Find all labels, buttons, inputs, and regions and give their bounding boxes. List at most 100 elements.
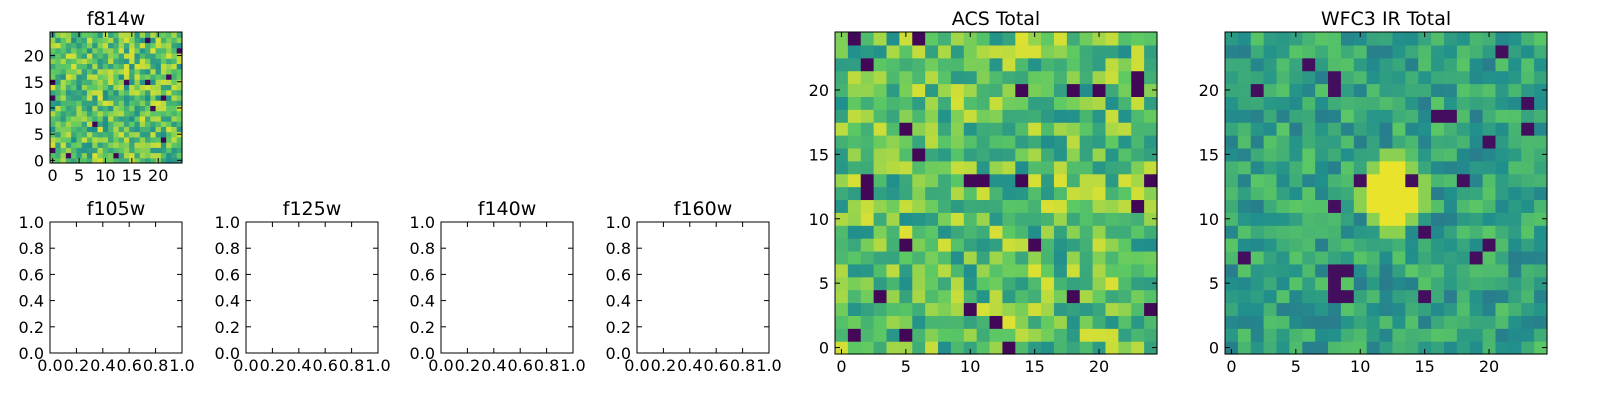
heatmap-cell bbox=[1053, 225, 1068, 239]
heatmap-cell bbox=[1144, 315, 1158, 329]
heatmap-cell bbox=[1002, 328, 1016, 342]
heatmap-cell bbox=[71, 89, 77, 96]
heatmap-cell bbox=[118, 63, 125, 70]
x-tick-label: 15 bbox=[122, 166, 142, 185]
heatmap-cell bbox=[129, 131, 136, 138]
heatmap-cell bbox=[912, 302, 926, 316]
y-tick-label: 1.0 bbox=[215, 213, 240, 232]
heatmap-cell bbox=[1002, 96, 1016, 110]
heatmap-cell bbox=[1263, 212, 1278, 226]
heatmap-cell bbox=[1053, 302, 1068, 316]
heatmap-cell bbox=[1353, 83, 1368, 97]
heatmap-cell bbox=[1225, 263, 1239, 278]
heatmap-cell bbox=[1418, 250, 1432, 265]
heatmap-cell bbox=[925, 199, 939, 213]
heatmap-cell bbox=[1105, 57, 1119, 72]
heatmap-cell bbox=[1289, 225, 1303, 239]
heatmap-cell bbox=[1418, 96, 1432, 110]
heatmap-cell bbox=[86, 58, 93, 65]
heatmap-cell bbox=[1144, 263, 1158, 278]
heatmap-cell bbox=[1002, 83, 1016, 97]
heatmap-cell bbox=[1237, 160, 1252, 175]
heatmap-cell bbox=[166, 152, 173, 159]
heatmap-cell bbox=[1118, 122, 1132, 136]
heatmap-cell bbox=[1508, 135, 1522, 149]
heatmap-cell bbox=[950, 173, 965, 188]
heatmap-cell bbox=[1534, 70, 1548, 85]
heatmap-cell bbox=[1263, 160, 1278, 175]
heatmap-cell bbox=[976, 147, 991, 162]
heatmap-cell bbox=[155, 126, 162, 133]
heatmap-cell bbox=[963, 83, 978, 97]
heatmap-cell bbox=[1379, 70, 1394, 85]
heatmap-cell bbox=[873, 276, 888, 291]
heatmap-cell bbox=[899, 199, 913, 213]
heatmap-cell bbox=[176, 142, 183, 148]
heatmap-cell bbox=[1340, 289, 1355, 304]
heatmap-cell bbox=[873, 341, 888, 355]
heatmap-cell bbox=[60, 110, 67, 117]
heatmap-cell bbox=[134, 52, 141, 59]
heatmap-cell bbox=[113, 100, 120, 106]
heatmap-cell bbox=[176, 121, 183, 127]
heatmap-cell bbox=[92, 131, 99, 138]
heatmap-cell bbox=[1534, 212, 1548, 226]
heatmap-cell bbox=[1431, 44, 1445, 59]
heatmap-cell bbox=[134, 63, 141, 70]
heatmap-cell bbox=[1041, 302, 1055, 316]
heatmap-cell bbox=[963, 315, 978, 329]
heatmap-cell bbox=[155, 37, 162, 44]
heatmap-cell bbox=[938, 315, 952, 329]
heatmap-cell bbox=[1276, 199, 1290, 213]
heatmap-cell bbox=[60, 68, 67, 75]
heatmap-cell bbox=[113, 131, 120, 138]
heatmap-cell bbox=[1092, 122, 1107, 136]
heatmap-cell bbox=[1469, 238, 1484, 252]
heatmap-cell bbox=[912, 212, 926, 226]
heatmap-cell bbox=[1079, 109, 1094, 123]
heatmap-cell bbox=[835, 199, 849, 213]
heatmap-cell bbox=[1469, 289, 1484, 304]
heatmap-cell bbox=[1353, 122, 1368, 136]
heatmap-cell bbox=[1041, 57, 1055, 72]
heatmap-cell bbox=[899, 225, 913, 239]
heatmap-cell bbox=[1521, 160, 1535, 175]
heatmap-cell bbox=[963, 238, 978, 252]
heatmap-cell bbox=[139, 58, 146, 65]
heatmap-cell bbox=[1002, 276, 1016, 291]
heatmap-cell bbox=[176, 73, 183, 80]
heatmap-cell bbox=[1237, 83, 1252, 97]
heatmap-cell bbox=[1469, 199, 1484, 213]
heatmap-cell bbox=[950, 57, 965, 72]
heatmap-cell bbox=[1250, 135, 1265, 149]
heatmap-cell bbox=[123, 42, 130, 49]
heatmap-cell bbox=[1144, 238, 1158, 252]
heatmap-cell bbox=[1431, 302, 1445, 316]
heatmap-cell bbox=[1366, 135, 1381, 149]
heatmap-cell bbox=[118, 47, 125, 54]
y-tick-label: 0.4 bbox=[215, 292, 240, 311]
heatmap-cell bbox=[155, 47, 162, 54]
heatmap-cell bbox=[1066, 328, 1081, 342]
heatmap-cell bbox=[150, 73, 157, 80]
heatmap-cell bbox=[171, 157, 178, 164]
heatmap-cell bbox=[1443, 44, 1458, 59]
heatmap-cell bbox=[1015, 96, 1029, 110]
heatmap-cell bbox=[1418, 147, 1432, 162]
heatmap-cell bbox=[1534, 122, 1548, 136]
heatmap-cell bbox=[1053, 341, 1068, 355]
heatmap-cell bbox=[1353, 341, 1368, 355]
heatmap-cell bbox=[97, 136, 104, 143]
heatmap-cell bbox=[899, 328, 913, 342]
heatmap-cell bbox=[1041, 32, 1055, 46]
heatmap-cell bbox=[1263, 186, 1278, 201]
heatmap-cell bbox=[938, 70, 952, 85]
x-tick-label: 0.4 bbox=[286, 356, 311, 375]
heatmap-cell bbox=[86, 94, 93, 101]
heatmap-cell bbox=[1366, 160, 1381, 175]
heatmap-cell bbox=[1066, 173, 1081, 188]
heatmap-cell bbox=[1079, 225, 1094, 239]
heatmap-cell bbox=[1340, 328, 1355, 342]
heatmap-cell bbox=[129, 110, 136, 117]
heatmap-cell bbox=[1079, 57, 1094, 72]
